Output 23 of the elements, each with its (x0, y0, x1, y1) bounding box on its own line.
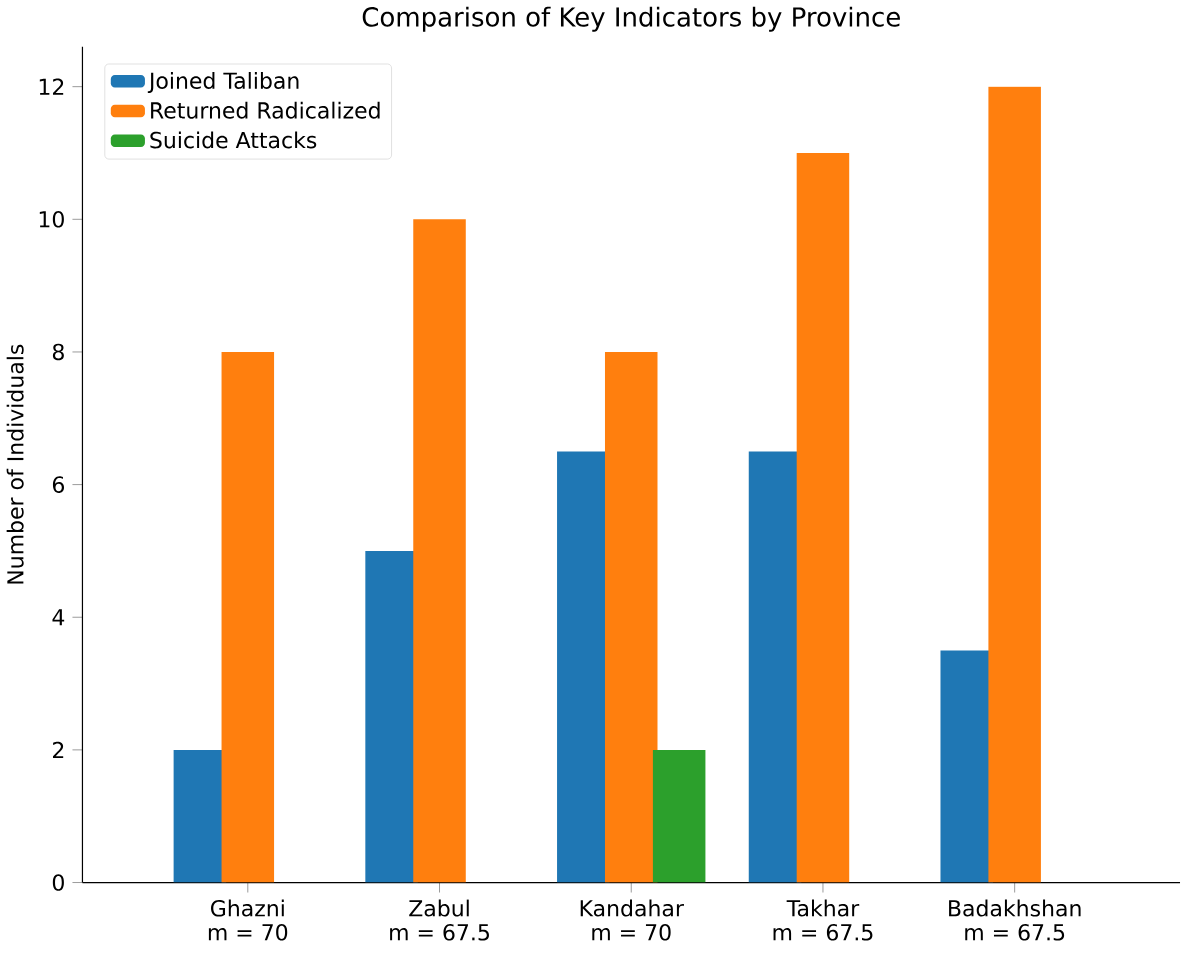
y-tick-label: 6 (52, 476, 64, 494)
bar (221, 352, 275, 883)
bar (413, 219, 466, 883)
bar (796, 153, 850, 883)
x-tick-label: Ghazni m = 70 (208, 899, 288, 941)
y-tick-label: 10 (39, 211, 64, 228)
x-tick-label: Kandahar m = 70 (580, 899, 684, 941)
bar (988, 86, 1041, 883)
y-tick-label: 12 (39, 78, 64, 96)
y-tick-label: 0 (52, 874, 64, 892)
bar (604, 352, 658, 883)
legend-label: Returned Radicalized (151, 101, 380, 119)
x-tick-label: Badakhshan m = 67.5 (949, 899, 1081, 941)
legend-label: Suicide Attacks (150, 131, 317, 149)
y-tick-label: 2 (53, 742, 64, 759)
y-tick-label: 8 (52, 343, 64, 361)
x-tick-label: Takhar m = 67.5 (773, 899, 873, 941)
y-axis-title: Number of Individuals (6, 344, 24, 584)
legend-label: Joined Taliban (147, 72, 299, 94)
bar (652, 750, 706, 883)
x-tick-label: Zabul m = 67.5 (390, 899, 489, 941)
y-tick-label: 4 (52, 609, 65, 626)
chart-title: Comparison of Key Indicators by Province (362, 6, 900, 33)
